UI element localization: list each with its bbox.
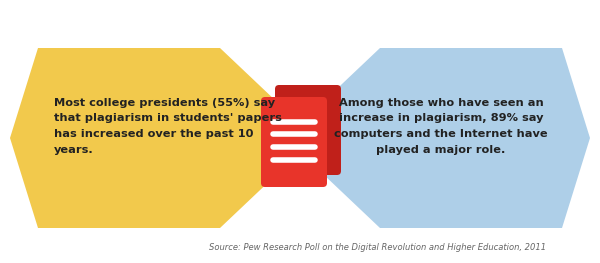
Polygon shape [10,48,315,228]
Text: Most college presidents (55%) say
that plagiarism in students' papers
has increa: Most college presidents (55%) say that p… [54,98,282,155]
Polygon shape [285,48,590,228]
FancyBboxPatch shape [275,85,341,175]
Text: Among those who have seen an
increase in plagiarism, 89% say
computers and the I: Among those who have seen an increase in… [334,98,548,155]
Text: Source: Pew Research Poll on the Digital Revolution and Higher Education, 2011: Source: Pew Research Poll on the Digital… [209,244,547,252]
FancyBboxPatch shape [261,97,327,187]
